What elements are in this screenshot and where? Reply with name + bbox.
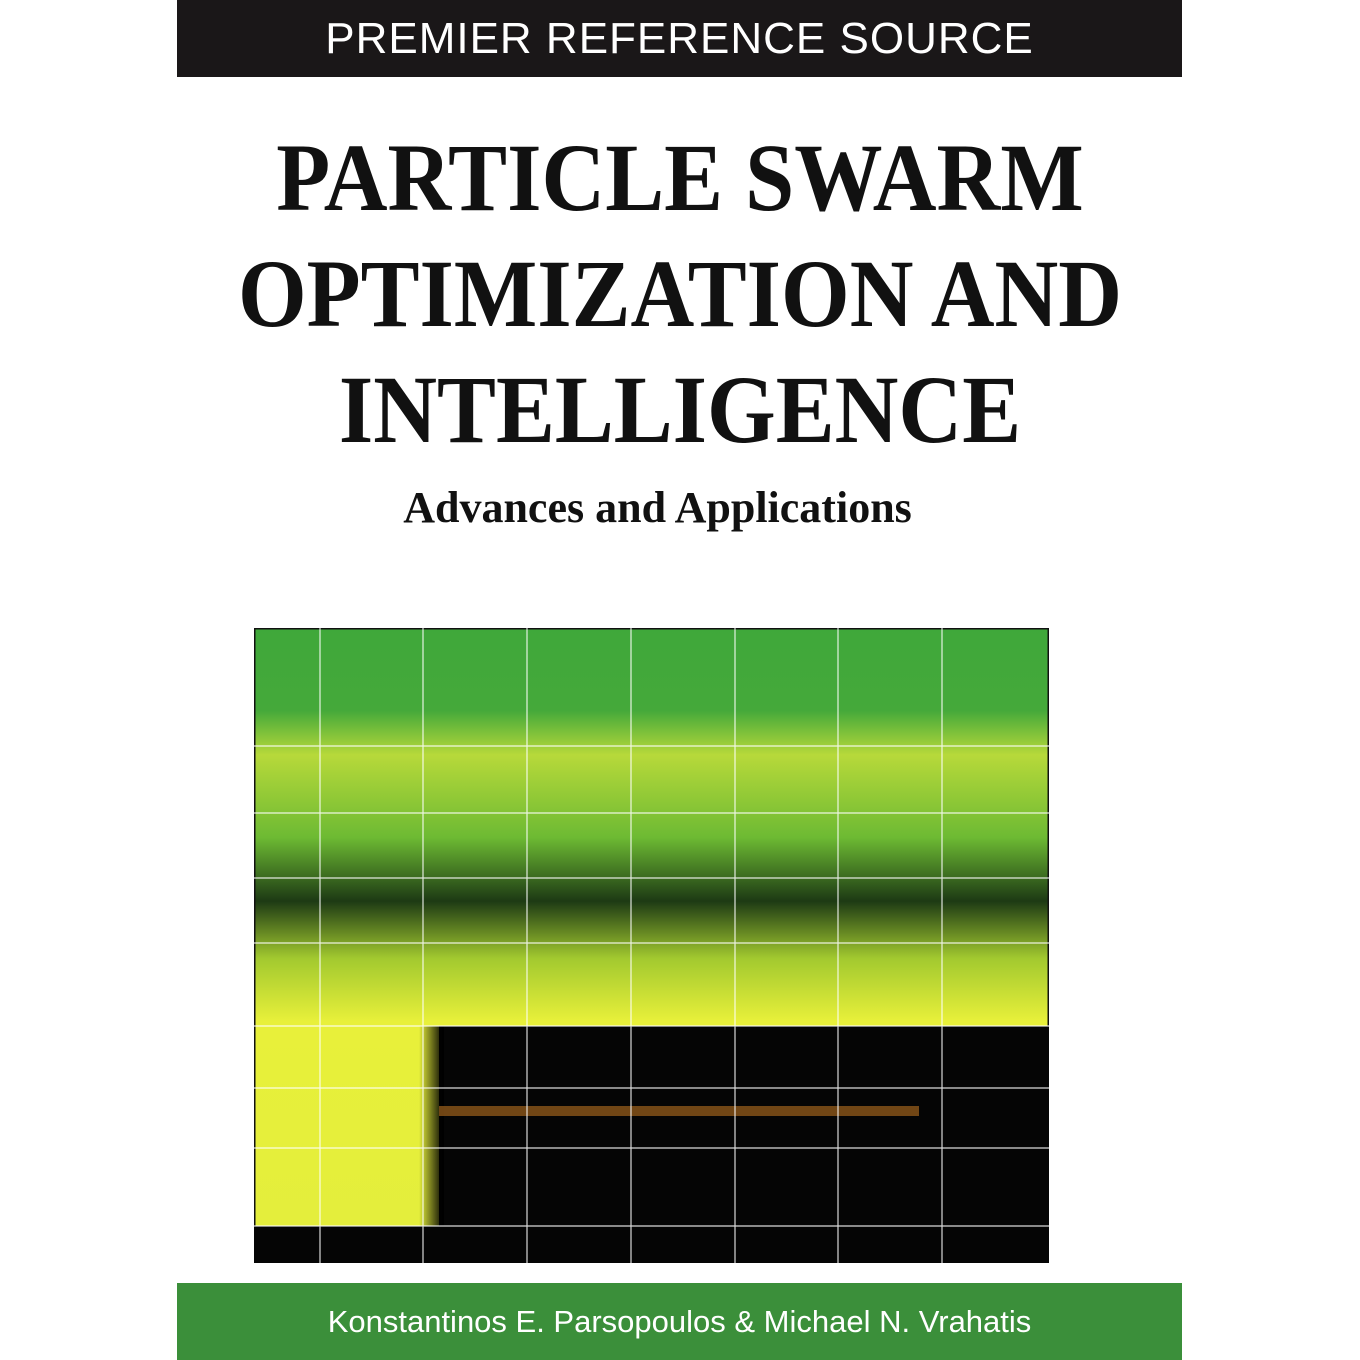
book-title: PARTICLE SWARM OPTIMIZATION AND INTELLIG… (54, 120, 1305, 468)
cover-art (254, 628, 1049, 1263)
authors: Konstantinos E. Parsopoulos & Michael N.… (327, 1303, 1032, 1339)
subtitle: Advances and Applications (403, 483, 912, 532)
bottom-strip (254, 1226, 1049, 1263)
orange-band (439, 1106, 919, 1116)
series-label: PREMIER REFERENCE SOURCE (325, 13, 1034, 63)
title-line: OPTIMIZATION AND (237, 240, 1123, 347)
title-line: PARTICLE SWARM (276, 124, 1084, 231)
series-banner: PREMIER REFERENCE SOURCE (177, 0, 1182, 77)
grid (254, 628, 1049, 1263)
dark-region (439, 1026, 1049, 1226)
author-banner: Konstantinos E. Parsopoulos & Michael N.… (177, 1283, 1182, 1360)
title-line: INTELLIGENCE (338, 356, 1022, 463)
